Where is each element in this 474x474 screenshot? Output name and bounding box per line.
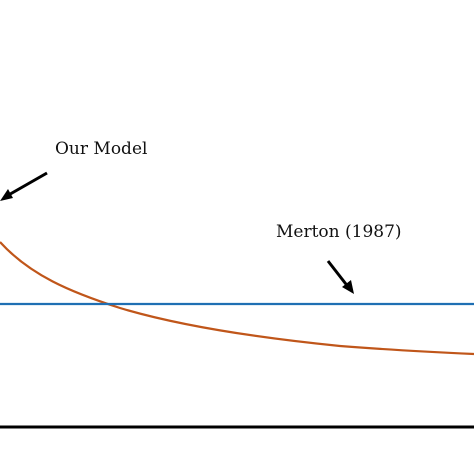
annotation-our-model: Our Model [55,139,147,159]
annotation-merton: Merton (1987) [276,222,402,242]
series-line-our-model [0,241,474,356]
arrow-merton-icon [326,260,354,294]
arrow-our-model-icon [0,171,48,201]
